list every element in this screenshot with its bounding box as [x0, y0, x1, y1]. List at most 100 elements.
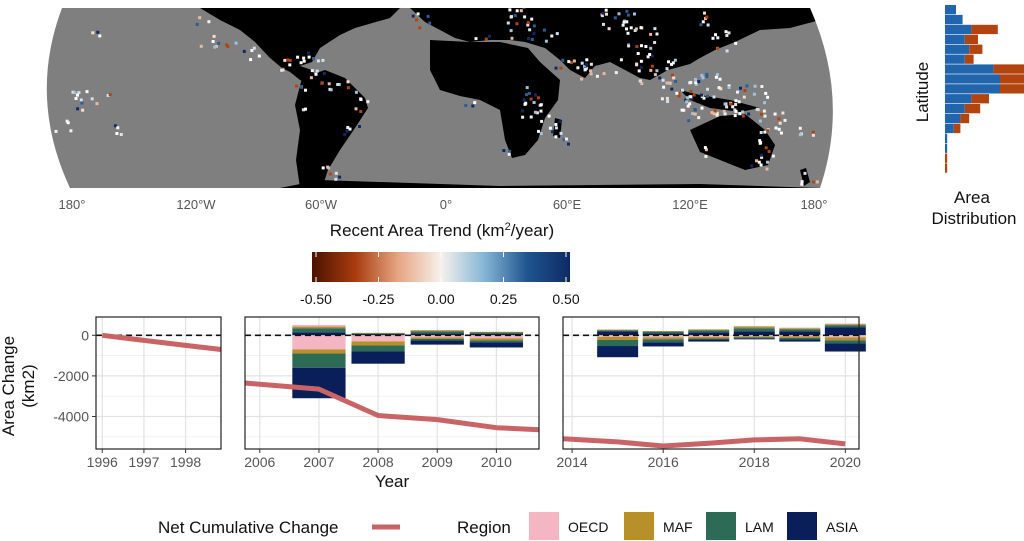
- mangrove-cell: [734, 109, 738, 113]
- mangrove-cell: [660, 97, 664, 101]
- hist-bar-blue: [945, 123, 954, 134]
- mangrove-cell: [532, 32, 536, 36]
- mangrove-cell: [302, 59, 306, 63]
- mangrove-cell: [773, 112, 777, 116]
- mangrove-cell: [763, 114, 767, 118]
- mangrove-cell: [426, 14, 430, 18]
- bar-segment-lam: [642, 331, 684, 334]
- bar-segment-lam: [597, 330, 639, 332]
- mangrove-cell: [211, 40, 215, 43]
- bar-segment-maf: [733, 326, 775, 329]
- mangrove-cell: [583, 67, 587, 71]
- mangrove-cell: [702, 96, 706, 100]
- mangrove-cell: [464, 104, 468, 107]
- hist-bar-blue: [945, 104, 965, 114]
- mangrove-cell: [646, 55, 650, 59]
- panel-1: 1996 1997 1998 0 -2000 -4000: [53, 316, 222, 470]
- mangrove-cell: [713, 109, 717, 113]
- mangrove-cell: [629, 26, 633, 30]
- mangrove-cell: [649, 32, 653, 36]
- mangrove-cell: [525, 93, 528, 97]
- mangrove-cell: [712, 95, 716, 99]
- mangrove-cell: [711, 36, 715, 40]
- mangrove-cell: [741, 114, 745, 118]
- side-hist-xlabel-line2: Distribution: [931, 209, 1016, 228]
- mangrove-cell: [548, 126, 552, 130]
- legend-swatch-oecd: [529, 512, 559, 540]
- mangrove-cell: [658, 76, 662, 80]
- mangrove-cell: [764, 91, 768, 95]
- mangrove-cell: [315, 69, 319, 73]
- mangrove-cell: [604, 8, 608, 12]
- mangrove-cell: [672, 76, 676, 80]
- bar-segment-oecd: [824, 335, 866, 338]
- mangrove-cell: [74, 97, 78, 100]
- mangrove-cell: [589, 72, 593, 76]
- mangrove-cell: [694, 77, 697, 81]
- mangrove-cell: [564, 137, 568, 141]
- bar-segment-lam: [779, 329, 821, 332]
- mangrove-cell: [71, 90, 75, 94]
- hist-bar-blue: [945, 113, 961, 124]
- mangrove-cell: [743, 89, 747, 92]
- mangrove-cell: [677, 94, 681, 98]
- mangrove-cell: [635, 63, 639, 67]
- bar-segment-asia: [410, 333, 464, 336]
- mangrove-cell: [428, 21, 432, 25]
- mangrove-cell: [800, 182, 804, 186]
- mangrove-cell: [686, 96, 690, 100]
- mangrove-cell: [639, 65, 643, 69]
- bar-segment-lam: [733, 337, 775, 339]
- mangrove-cell: [532, 24, 536, 28]
- mangrove-cell: [811, 133, 815, 137]
- bar-segment-oecd: [292, 335, 346, 350]
- mangrove-cell: [779, 131, 783, 135]
- legend-label-oecd: OECD: [568, 519, 608, 535]
- mangrove-cell: [621, 23, 625, 27]
- mangrove-cell: [354, 107, 358, 111]
- mangrove-cell: [665, 96, 669, 100]
- x-tick-label: 2014: [557, 454, 588, 470]
- mangrove-cell: [640, 44, 643, 48]
- mangrove-cell: [705, 72, 709, 76]
- mangrove-cell: [337, 83, 341, 86]
- mangrove-cell: [648, 53, 652, 56]
- hist-bar-blue: [945, 74, 1000, 84]
- bar-segment-maf: [597, 329, 639, 331]
- bar-segment-asia: [410, 340, 464, 345]
- mangrove-cell: [688, 102, 692, 106]
- mangrove-cell: [757, 160, 761, 164]
- mangrove-cell: [299, 85, 303, 89]
- mangrove-cell: [699, 23, 703, 27]
- bar-segment-maf: [597, 336, 639, 340]
- bar-segment-asia: [733, 331, 775, 336]
- mangrove-cell: [766, 95, 770, 99]
- mangrove-cell: [697, 80, 701, 84]
- mangrove-cell: [580, 61, 584, 65]
- mangrove-cell: [700, 106, 704, 110]
- mangrove-cell: [537, 129, 540, 133]
- mangrove-cell: [314, 72, 318, 76]
- mangrove-cell: [348, 127, 352, 131]
- mangrove-cell: [329, 88, 333, 92]
- lon-tick-label: 120°E: [672, 197, 708, 212]
- landmass-australia: [690, 114, 775, 170]
- bar-segment-asia: [824, 327, 866, 336]
- lon-tick-label: 180°: [801, 197, 828, 212]
- mangrove-cell: [547, 114, 551, 118]
- mangrove-cell: [527, 91, 531, 95]
- mangrove-cell: [706, 23, 710, 27]
- mangrove-cell: [215, 44, 218, 48]
- mangrove-cell: [750, 164, 754, 168]
- mangrove-cell: [653, 41, 657, 44]
- mangrove-cell: [580, 77, 584, 81]
- hist-bar-orange: [964, 104, 981, 114]
- mangrove-cell: [734, 41, 738, 45]
- mangrove-cell: [777, 117, 781, 121]
- x-tick-label: 2007: [303, 454, 334, 470]
- mangrove-cell: [697, 116, 701, 120]
- mangrove-cell: [661, 78, 665, 82]
- mangrove-cell: [576, 66, 580, 70]
- bar-segment-maf: [824, 337, 866, 341]
- hist-bar-orange: [945, 163, 948, 173]
